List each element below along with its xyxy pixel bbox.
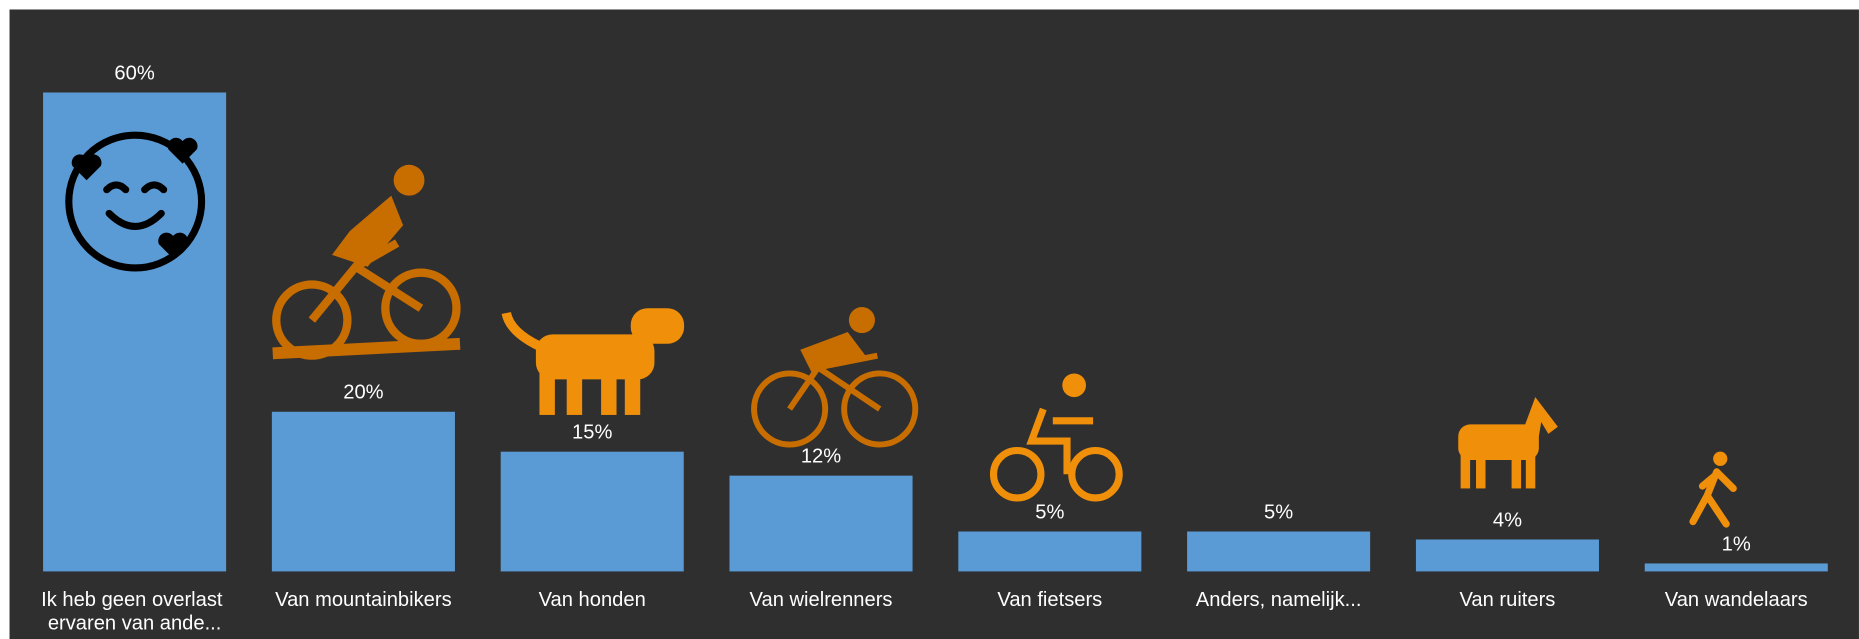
x-tick-label: Anders, namelijk... bbox=[1196, 589, 1362, 611]
bar bbox=[500, 451, 684, 572]
smiley-icon bbox=[65, 131, 206, 272]
label-line: Ik heb geen overlast bbox=[41, 589, 228, 611]
walker-head bbox=[1713, 451, 1728, 466]
x-tick-label: Van wielrenners bbox=[750, 589, 893, 611]
mountainbiker-body bbox=[331, 164, 425, 267]
bar bbox=[271, 411, 455, 572]
mountainbiker-icon bbox=[272, 239, 461, 360]
dog-icon bbox=[501, 308, 685, 415]
x-tick-label: Van fietsers bbox=[997, 589, 1102, 611]
bar bbox=[1187, 531, 1371, 572]
value-label: 5% bbox=[1264, 501, 1293, 523]
hearts bbox=[71, 137, 198, 259]
label-line: ervaren van ande... bbox=[48, 613, 222, 635]
value-label: 20% bbox=[343, 382, 383, 404]
x-tick-label: Van honden bbox=[539, 589, 646, 611]
value-label: 12% bbox=[801, 446, 841, 468]
bar bbox=[1644, 563, 1828, 572]
x-tick-label: Van wandelaars bbox=[1665, 589, 1808, 611]
value-label: 5% bbox=[1035, 501, 1064, 523]
horse-icon bbox=[1458, 397, 1558, 489]
bar bbox=[958, 531, 1142, 572]
road-cyclist-body bbox=[800, 307, 875, 374]
walker-icon bbox=[1689, 468, 1737, 528]
x-tick-label: Ik heb geen overlast ervaren van ande... bbox=[41, 589, 228, 635]
cyclist-head bbox=[1062, 373, 1086, 398]
bar bbox=[1415, 539, 1599, 572]
x-tick-label: Van mountainbikers bbox=[275, 589, 452, 611]
x-tick-label: Van ruiters bbox=[1459, 589, 1555, 611]
bar bbox=[43, 92, 227, 572]
cyclist-icon bbox=[989, 407, 1123, 502]
value-label: 15% bbox=[572, 422, 612, 444]
value-label: 60% bbox=[114, 62, 154, 84]
bar bbox=[729, 475, 913, 572]
value-label: 4% bbox=[1493, 509, 1522, 531]
label-layer: 60% Ik heb geen overlast ervaren van ande… bbox=[41, 62, 1808, 634]
value-label: 1% bbox=[1722, 533, 1751, 555]
icons bbox=[65, 131, 1737, 528]
